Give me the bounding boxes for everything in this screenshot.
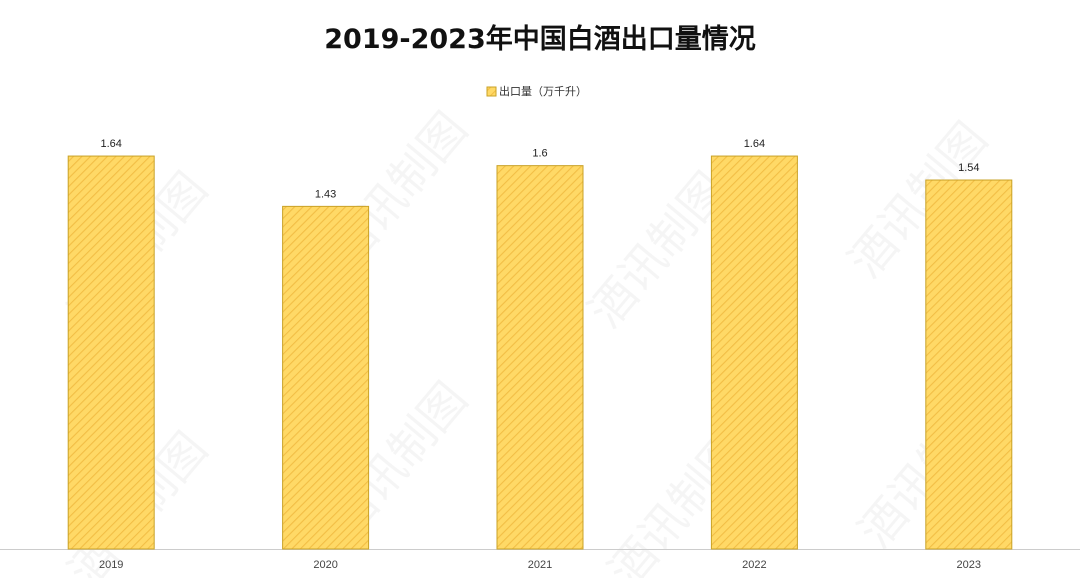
x-tick-2019: 2019: [99, 559, 123, 571]
bar-2023: [925, 179, 1013, 550]
data-label-2022: 1.64: [744, 138, 765, 150]
x-tick-2022: 2022: [742, 559, 766, 571]
legend-label: 出口量（万千升）: [499, 84, 587, 98]
data-label-2020: 1.43: [315, 188, 336, 200]
legend: 出口量（万千升）: [486, 84, 587, 98]
bar-2022: [710, 155, 798, 550]
bar-series: [67, 155, 1013, 550]
x-tick-2021: 2021: [528, 559, 552, 571]
x-tick-2020: 2020: [313, 559, 337, 571]
chart-title: 2019-2023年中国白酒出口量情况: [324, 23, 756, 55]
data-label-2021: 1.6: [532, 148, 547, 160]
data-label-2019: 1.64: [100, 138, 121, 150]
data-label-2023: 1.54: [958, 162, 979, 174]
bar-2021: [496, 165, 584, 550]
legend-swatch: [486, 86, 497, 97]
bar-2019: [67, 155, 155, 550]
data-labels: 1.64 1.43 1.6 1.64 1.54: [100, 138, 979, 200]
x-tick-2023: 2023: [957, 559, 981, 571]
bar-2020: [282, 205, 370, 550]
x-axis-ticks: 2019 2020 2021 2022 2023: [99, 559, 981, 571]
